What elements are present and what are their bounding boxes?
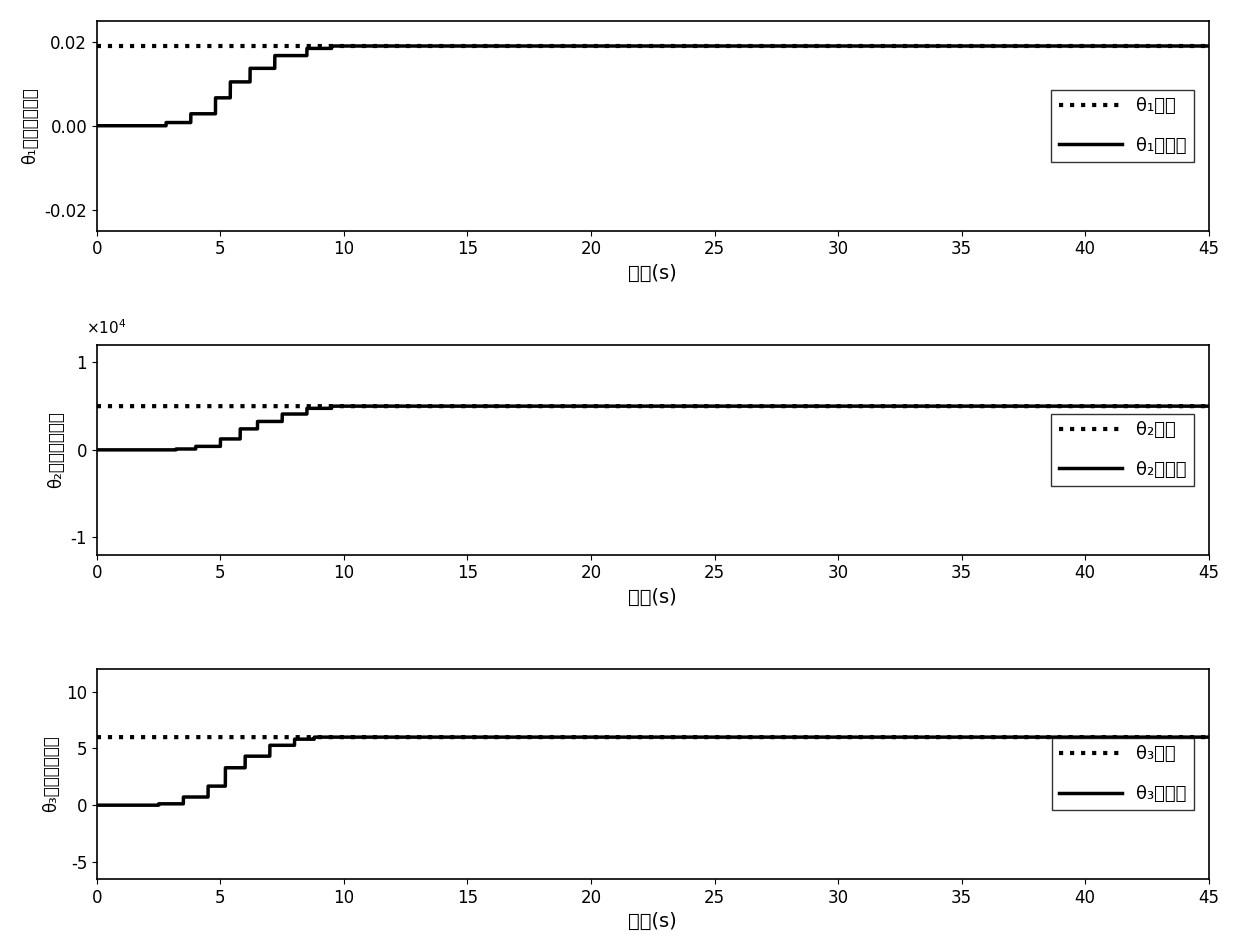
Y-axis label: θ₃真値及估计値: θ₃真値及估计値	[42, 736, 61, 812]
X-axis label: 时间(s): 时间(s)	[629, 588, 677, 607]
Legend: θ₃真値, θ₃估计値: θ₃真値, θ₃估计値	[1052, 738, 1194, 810]
Y-axis label: θ₁真値及估计値: θ₁真値及估计値	[21, 88, 38, 164]
Text: $\times 10^4$: $\times 10^4$	[86, 318, 126, 337]
X-axis label: 时间(s): 时间(s)	[629, 264, 677, 283]
X-axis label: 时间(s): 时间(s)	[629, 912, 677, 931]
Legend: θ₂真値, θ₂估计値: θ₂真値, θ₂估计値	[1052, 414, 1194, 486]
Y-axis label: θ₂真値及估计値: θ₂真値及估计値	[47, 411, 64, 488]
Legend: θ₁真値, θ₁估计値: θ₁真値, θ₁估计値	[1052, 89, 1194, 162]
